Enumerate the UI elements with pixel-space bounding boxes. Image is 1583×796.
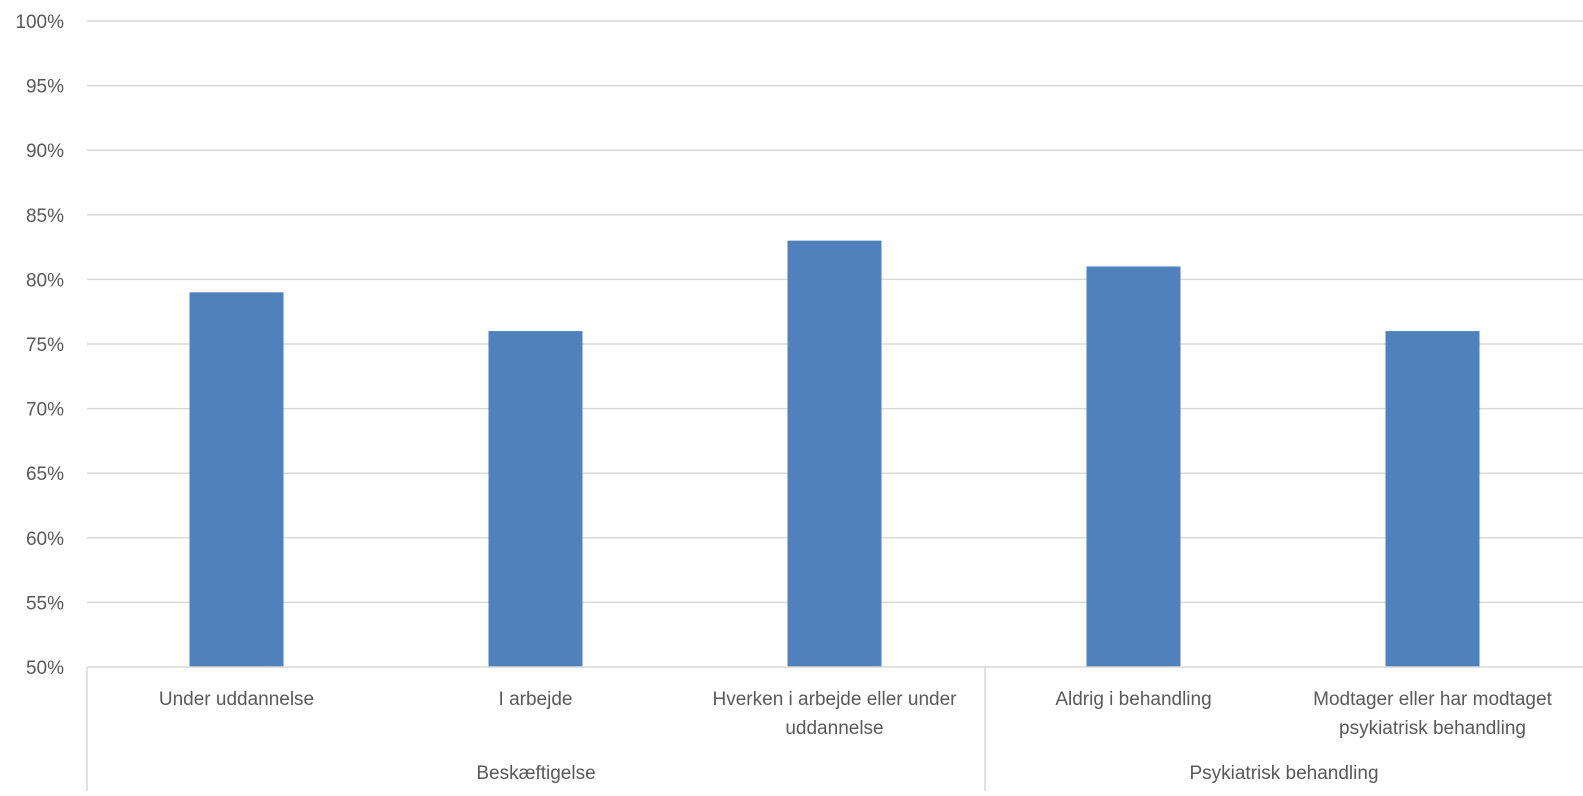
y-tick-label: 90%	[26, 141, 64, 162]
y-tick-label: 55%	[26, 593, 64, 614]
x-tick-label: Aldrig i behandling	[1055, 689, 1211, 710]
x-group-label: Beskæftigelse	[476, 763, 595, 784]
y-tick-label: 80%	[26, 270, 64, 291]
y-tick-label: 50%	[26, 658, 64, 679]
x-tick-label: I arbejde	[499, 689, 573, 710]
x-axis-group-labels: Beskæftigelse Psykiatrisk behandling	[476, 763, 1378, 784]
axes	[86, 666, 1583, 791]
y-axis-tick-labels: 50% 55% 60% 65% 70% 75% 80% 85% 90% 95% 100%	[15, 12, 64, 679]
y-tick-label: 100%	[15, 12, 64, 33]
x-tick-label: psykiatrisk behandling	[1339, 718, 1526, 739]
x-tick-label: Modtager eller har modtaget	[1313, 689, 1552, 710]
x-tick-label: Under uddannelse	[159, 689, 314, 710]
x-tick-label: uddannelse	[785, 718, 883, 739]
bar	[787, 240, 882, 667]
x-tick-label: Hverken i arbejde eller under	[713, 689, 958, 710]
y-tick-label: 85%	[26, 206, 64, 227]
y-tick-label: 75%	[26, 335, 64, 356]
bar	[1086, 266, 1181, 667]
y-tick-label: 70%	[26, 400, 64, 421]
y-tick-label: 95%	[26, 77, 64, 98]
bar	[488, 331, 583, 667]
y-tick-label: 60%	[26, 529, 64, 550]
x-axis-category-labels: Under uddannelse I arbejde Hverken i arbej…	[159, 689, 1553, 739]
bar	[1385, 331, 1480, 667]
x-group-label: Psykiatrisk behandling	[1189, 763, 1378, 784]
bar	[189, 292, 284, 667]
bars	[189, 240, 1480, 667]
y-tick-label: 65%	[26, 464, 64, 485]
